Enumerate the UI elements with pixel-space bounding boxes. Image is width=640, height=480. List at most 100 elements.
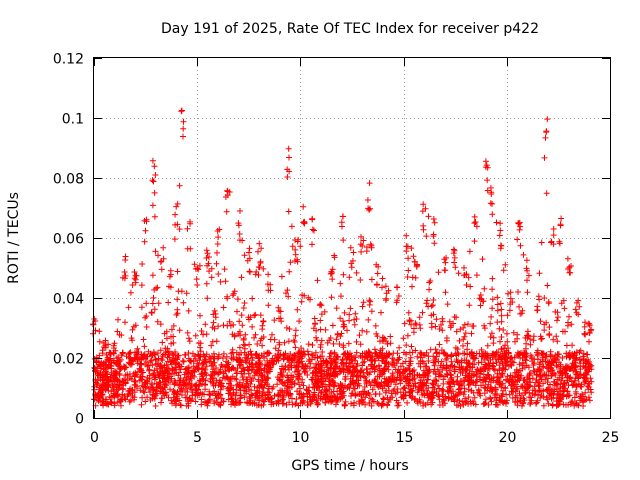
data-point [160, 374, 167, 381]
data-point [348, 264, 355, 271]
data-point [144, 374, 151, 381]
data-point [571, 394, 578, 401]
data-point [494, 374, 501, 381]
data-point [190, 363, 197, 370]
data-point [293, 396, 300, 402]
data-point [274, 374, 281, 381]
data-point [294, 350, 301, 357]
data-point [194, 360, 201, 367]
data-point [569, 382, 576, 389]
data-point [547, 365, 554, 372]
data-point [519, 402, 525, 409]
data-point [183, 374, 189, 381]
data-point [500, 345, 507, 352]
data-point [230, 290, 237, 297]
data-point [294, 306, 301, 313]
data-point [492, 350, 499, 357]
data-point [326, 376, 333, 383]
data-point [561, 305, 568, 312]
data-point [216, 377, 223, 384]
data-point [306, 356, 313, 363]
data-point [255, 395, 262, 402]
data-point [452, 350, 459, 357]
data-point [405, 267, 412, 274]
data-point [242, 342, 248, 349]
data-point [197, 312, 203, 319]
data-point [188, 358, 195, 365]
data-point [365, 316, 372, 323]
data-point [317, 353, 324, 360]
data-point [483, 396, 489, 403]
data-point [534, 356, 541, 363]
data-point [462, 395, 469, 402]
data-point [546, 390, 553, 397]
data-point [435, 392, 442, 399]
data-point [320, 358, 327, 365]
data-point [364, 354, 371, 361]
data-point [416, 321, 423, 328]
data-point [244, 364, 251, 371]
data-point [416, 314, 423, 321]
data-point [451, 314, 458, 320]
data-point [444, 301, 451, 308]
data-point [148, 309, 155, 316]
data-point [188, 369, 195, 376]
data-point [129, 386, 136, 393]
data-point [349, 378, 356, 385]
data-point [576, 380, 582, 387]
data-point [275, 304, 282, 311]
data-point [524, 376, 531, 383]
data-point [223, 353, 230, 360]
data-point [115, 316, 121, 323]
data-point [554, 309, 561, 316]
data-point [241, 394, 248, 401]
data-point [487, 200, 494, 207]
data-point [477, 366, 484, 373]
data-point [258, 245, 265, 252]
data-point [498, 312, 505, 319]
data-point [380, 396, 387, 403]
data-point [503, 400, 509, 407]
data-point [588, 326, 595, 333]
data-point [122, 272, 129, 279]
data-point [175, 372, 182, 379]
data-point [506, 307, 513, 314]
data-point [404, 274, 411, 280]
data-point [487, 395, 494, 402]
data-point [164, 335, 170, 342]
data-point [316, 302, 323, 309]
data-point [586, 338, 592, 345]
data-point [475, 359, 482, 366]
data-point [405, 255, 412, 262]
data-point [489, 275, 496, 282]
data-point [207, 371, 214, 378]
data-point [397, 372, 404, 379]
data-point [512, 373, 518, 380]
data-point [319, 383, 326, 390]
data-point [566, 374, 573, 381]
data-point [227, 378, 234, 385]
data-point [576, 303, 583, 310]
data-point [284, 387, 291, 394]
data-point [445, 395, 452, 402]
data-point [460, 350, 466, 357]
data-point [481, 285, 488, 292]
data-point [477, 392, 484, 399]
data-point [267, 281, 274, 288]
data-point [178, 402, 184, 409]
data-point [220, 304, 227, 311]
data-point [506, 391, 513, 398]
data-point [172, 364, 179, 371]
data-point [203, 280, 210, 287]
data-point [222, 375, 228, 382]
data-point [371, 357, 378, 364]
data-point [534, 307, 541, 314]
data-point [189, 350, 196, 357]
data-point [240, 305, 247, 311]
data-point [263, 368, 270, 375]
data-point [291, 339, 298, 345]
data-point [585, 360, 592, 367]
data-point [454, 373, 461, 380]
data-point [250, 375, 257, 382]
data-point [515, 374, 522, 381]
